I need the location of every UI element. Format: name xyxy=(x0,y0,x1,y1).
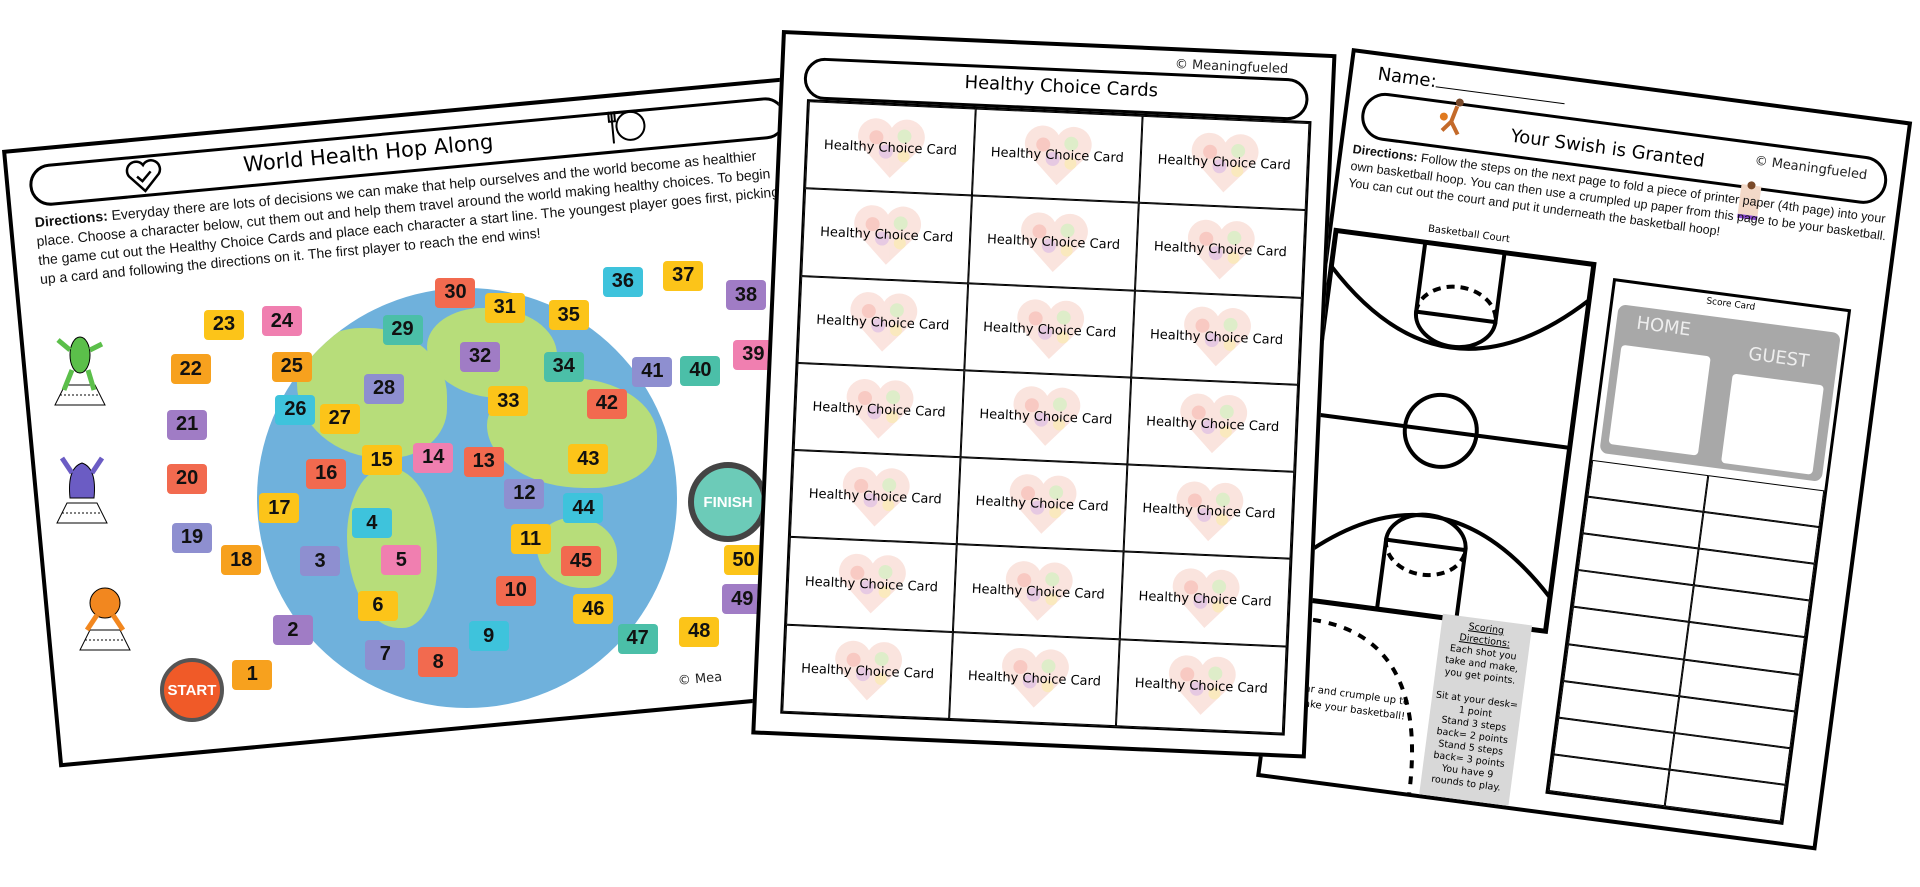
healthy-choice-card[interactable]: Healthy Choice Card xyxy=(1123,464,1295,560)
healthy-choice-card[interactable]: Healthy Choice Card xyxy=(949,631,1120,727)
card-label: Healthy Choice Card xyxy=(812,399,946,421)
your-swish-is-granted-page: Name: Your Swish is Granted © Meaningfue… xyxy=(1256,48,1913,851)
healthy-choice-card[interactable]: Healthy Choice Card xyxy=(1134,203,1306,298)
card-label: Healthy Choice Card xyxy=(819,225,954,247)
healthy-choice-card[interactable]: Healthy Choice Card xyxy=(1115,639,1287,734)
card-label: Healthy Choice Card xyxy=(971,581,1106,603)
healthy-choice-card[interactable]: Healthy Choice Card xyxy=(1131,290,1302,385)
card-label: Healthy Choice Card xyxy=(1138,588,1272,610)
card-label: Healthy Choice Card xyxy=(967,668,1102,690)
guest-label: GUEST xyxy=(1747,343,1811,373)
fruit-veg-heart-icon xyxy=(842,466,910,527)
fruit-veg-heart-icon xyxy=(1179,394,1247,454)
card-label: Healthy Choice Card xyxy=(990,145,1125,167)
fruit-veg-heart-icon xyxy=(834,641,902,701)
healthy-choice-card[interactable]: Healthy Choice Card xyxy=(1138,115,1310,211)
fruit-veg-heart-icon xyxy=(1176,481,1243,541)
world-health-hop-along-page: World Health Hop Along Directions: Every… xyxy=(2,76,856,768)
fruit-veg-heart-icon xyxy=(1016,299,1084,360)
fruit-veg-heart-icon xyxy=(1005,561,1073,621)
guest-score-box[interactable] xyxy=(1721,373,1824,475)
healthy-choice-card[interactable]: Healthy Choice Card xyxy=(782,624,953,719)
card-label: Healthy Choice Card xyxy=(1153,239,1288,261)
healthy-choice-card[interactable]: Healthy Choice Card xyxy=(801,188,972,283)
fruit-veg-heart-icon xyxy=(1191,132,1259,193)
card-label: Healthy Choice Card xyxy=(979,406,1113,428)
healthy-choice-card[interactable]: Healthy Choice Card xyxy=(797,275,969,371)
plate-utensils-icon xyxy=(607,110,646,144)
fruit-veg-heart-icon xyxy=(1172,568,1240,629)
card-label: Healthy Choice Card xyxy=(823,138,958,159)
healthy-choice-card[interactable]: Healthy Choice Card xyxy=(964,282,1135,378)
healthy-choice-card[interactable]: Healthy Choice Card xyxy=(805,101,976,196)
fruit-veg-heart-icon xyxy=(1183,306,1251,367)
card-label: Healthy Choice Card xyxy=(1134,675,1269,697)
healthy-choice-card[interactable]: Healthy Choice Card xyxy=(786,537,957,632)
fruit-veg-heart-icon xyxy=(1168,655,1236,716)
healthy-choice-card[interactable]: Healthy Choice Card xyxy=(1119,551,1291,647)
card-label: Healthy Choice Card xyxy=(816,312,950,334)
healthy-choice-card[interactable]: Healthy Choice Card xyxy=(793,362,965,458)
copyright: © Mea xyxy=(677,669,723,689)
card-label: Healthy Choice Card xyxy=(982,319,1117,341)
fruit-veg-heart-icon xyxy=(850,292,917,352)
fruit-veg-heart-icon xyxy=(853,205,921,265)
score-rows xyxy=(1548,459,1825,822)
card-label: Healthy Choice Card xyxy=(1142,501,1276,523)
fruit-veg-heart-icon xyxy=(1187,219,1255,280)
card-label: Healthy Choice Card xyxy=(804,574,939,595)
basketball-court[interactable] xyxy=(1283,226,1610,639)
healthy-choice-card[interactable]: Healthy Choice Card xyxy=(952,544,1124,640)
team-players-icon xyxy=(1737,181,1762,221)
card-label: Healthy Choice Card xyxy=(808,486,943,508)
healthy-choice-card[interactable]: Healthy Choice Card xyxy=(1127,377,1299,472)
cards-grid: Healthy Choice Card Healthy Choice Card He… xyxy=(780,99,1312,736)
fruit-veg-heart-icon xyxy=(838,553,906,614)
fruit-veg-heart-icon xyxy=(1013,386,1080,447)
card-label: Healthy Choice Card xyxy=(800,661,935,683)
name-label: Name: xyxy=(1376,63,1438,93)
basketball-player-icon xyxy=(1439,98,1464,136)
healthy-choice-cards-page: © Meaningfueled Healthy Choice Cards Hea… xyxy=(751,30,1337,759)
fruit-veg-heart-icon xyxy=(1024,125,1092,185)
fruit-veg-heart-icon xyxy=(846,379,913,440)
card-label: Healthy Choice Card xyxy=(986,232,1121,254)
fruit-veg-heart-icon xyxy=(1009,474,1076,534)
healthy-choice-card[interactable]: Healthy Choice Card xyxy=(956,457,1128,552)
card-label: Healthy Choice Card xyxy=(1157,152,1291,174)
fruit-veg-heart-icon xyxy=(1001,648,1069,708)
card-label: Healthy Choice Card xyxy=(975,494,1109,515)
tear-out-ball-area[interactable] xyxy=(1259,608,1451,809)
heart-check-icon xyxy=(125,159,162,193)
healthy-choice-card[interactable]: Healthy Choice Card xyxy=(960,370,1132,465)
healthy-choice-card[interactable]: Healthy Choice Card xyxy=(971,108,1143,204)
card-label: Healthy Choice Card xyxy=(1145,414,1280,436)
healthy-choice-card[interactable]: Healthy Choice Card xyxy=(789,450,961,545)
fruit-veg-heart-icon xyxy=(1020,212,1088,272)
scoreboard: HOME GUEST xyxy=(1599,304,1841,482)
healthy-choice-card[interactable]: Healthy Choice Card xyxy=(968,195,1139,291)
fruit-veg-heart-icon xyxy=(857,117,925,178)
card-label: Healthy Choice Card xyxy=(1149,327,1284,348)
home-score-box[interactable] xyxy=(1608,344,1711,456)
home-label: HOME xyxy=(1635,312,1693,341)
